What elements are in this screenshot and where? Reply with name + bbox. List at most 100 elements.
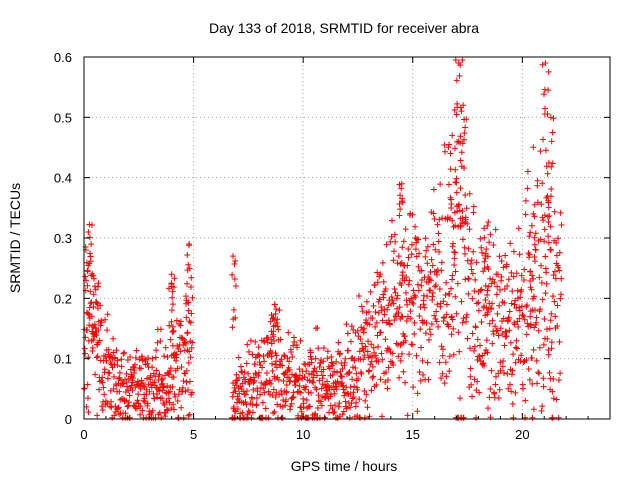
- data-point: [331, 390, 338, 397]
- data-point: [469, 330, 476, 337]
- data-point: [438, 267, 445, 274]
- data-point: [325, 383, 332, 390]
- data-point: [347, 384, 354, 391]
- data-point: [541, 238, 548, 245]
- data-point: [526, 376, 533, 383]
- data-point: [496, 286, 503, 293]
- data-point: [548, 138, 555, 145]
- data-point: [556, 267, 563, 274]
- data-point: [542, 147, 549, 154]
- data-point: [111, 361, 118, 368]
- data-point: [529, 272, 536, 279]
- data-point: [455, 138, 462, 145]
- data-point: [447, 285, 454, 292]
- data-point: [255, 351, 262, 358]
- data-point: [492, 226, 499, 233]
- data-point: [345, 347, 352, 354]
- data-point: [410, 287, 417, 294]
- data-point: [110, 385, 117, 392]
- data-point: [121, 398, 128, 405]
- data-point: [303, 397, 310, 404]
- data-point: [126, 399, 133, 406]
- data-point: [457, 133, 464, 140]
- data-point: [459, 236, 466, 243]
- data-point: [229, 271, 236, 278]
- data-point: [373, 381, 380, 388]
- data-point: [489, 317, 496, 324]
- data-point: [551, 268, 558, 275]
- data-point: [312, 410, 319, 417]
- data-point: [181, 339, 188, 346]
- data-point: [546, 212, 553, 219]
- data-point: [83, 259, 90, 266]
- data-point: [82, 350, 89, 357]
- data-point: [545, 68, 552, 75]
- data-point: [341, 392, 348, 399]
- data-point: [101, 391, 108, 398]
- data-point: [480, 360, 487, 367]
- data-point: [274, 401, 281, 408]
- data-point: [373, 355, 380, 362]
- data-point: [149, 355, 156, 362]
- data-point: [523, 331, 530, 338]
- data-point: [481, 265, 488, 272]
- data-point: [266, 377, 273, 384]
- data-point: [349, 395, 356, 402]
- data-point: [114, 357, 121, 364]
- data-point: [396, 304, 403, 311]
- data-point: [159, 375, 166, 382]
- data-point: [174, 365, 181, 372]
- data-point: [445, 323, 452, 330]
- data-point: [244, 341, 251, 348]
- data-point: [335, 403, 342, 410]
- axis-ticks: 0 5 10 15 20 0 0.1 0.2 0.3 0.4 0.5 0.6: [54, 50, 610, 442]
- data-point: [407, 315, 414, 322]
- data-point: [432, 283, 439, 290]
- data-point: [520, 385, 527, 392]
- data-point: [401, 333, 408, 340]
- data-point: [90, 275, 97, 282]
- data-point: [457, 139, 464, 146]
- data-point: [137, 365, 144, 372]
- data-point: [432, 246, 439, 253]
- data-point: [98, 319, 105, 326]
- data-point: [166, 368, 173, 375]
- data-point: [402, 226, 409, 233]
- data-point: [533, 314, 540, 321]
- data-point: [488, 306, 495, 313]
- data-point: [375, 358, 382, 365]
- data-point: [112, 355, 119, 362]
- data-point: [388, 294, 395, 301]
- data-point: [289, 354, 296, 361]
- data-point: [555, 264, 562, 271]
- data-point: [308, 389, 315, 396]
- data-point: [260, 385, 267, 392]
- data-point: [520, 276, 527, 283]
- data-point: [484, 263, 491, 270]
- data-point: [516, 304, 523, 311]
- data-point: [269, 392, 276, 399]
- data-point: [250, 386, 257, 393]
- data-point: [460, 414, 467, 421]
- data-point: [261, 389, 268, 396]
- data-point: [435, 323, 442, 330]
- data-point: [236, 390, 243, 397]
- data-point: [144, 360, 151, 367]
- data-point: [539, 180, 546, 187]
- data-point: [509, 288, 516, 295]
- data-point: [526, 233, 533, 240]
- data-point: [356, 396, 363, 403]
- data-point: [104, 311, 111, 318]
- data-point: [96, 378, 103, 385]
- data-point: [426, 276, 433, 283]
- data-point: [187, 283, 194, 290]
- data-point: [511, 321, 518, 328]
- data-point: [532, 230, 539, 237]
- data-point: [398, 282, 405, 289]
- data-point: [95, 280, 102, 287]
- data-point: [368, 387, 375, 394]
- data-point: [307, 349, 314, 356]
- data-point: [296, 366, 303, 373]
- data-point: [186, 411, 193, 418]
- data-point: [369, 353, 376, 360]
